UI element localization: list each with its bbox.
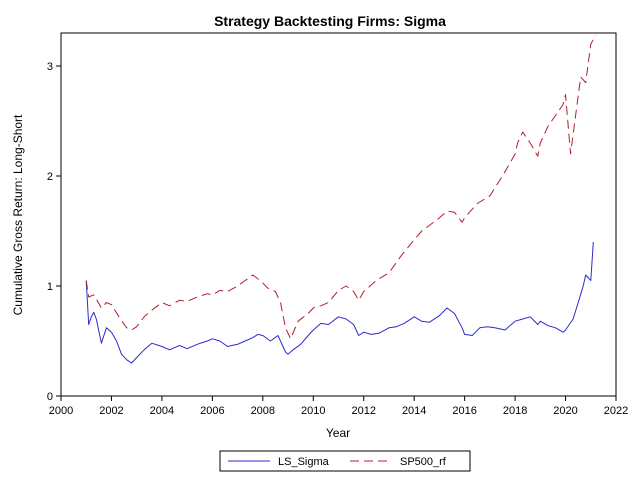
chart-title: Strategy Backtesting Firms: Sigma — [214, 13, 446, 29]
x-tick-label: 2008 — [251, 405, 275, 417]
y-axis: 0 1 2 3 — [47, 61, 61, 403]
x-tick-label: 2004 — [150, 405, 174, 417]
x-tick-label: 2018 — [503, 405, 527, 417]
legend-frame — [219, 450, 471, 472]
series-line-sp500-rf — [85, 34, 597, 340]
x-axis: 2000 2002 2004 2006 2008 2010 2012 2014 2016 2018… — [49, 396, 628, 417]
x-tick-label: 2020 — [553, 405, 577, 417]
x-tick-label: 2002 — [99, 405, 123, 417]
x-tick-label: 2010 — [301, 405, 325, 417]
x-axis-label: Year — [326, 426, 350, 440]
x-tick-label: 2016 — [452, 405, 476, 417]
x-tick-label: 2000 — [49, 405, 73, 417]
x-tick-label: 2014 — [402, 405, 426, 417]
x-tick-label: 2006 — [200, 405, 224, 417]
legend: LS_Sigma SP500_rf — [219, 450, 471, 472]
x-tick-label: 2022 — [604, 405, 628, 417]
y-axis-label: Cumulative Gross Return: Long-Short — [11, 114, 25, 315]
y-tick-label: 3 — [47, 61, 53, 73]
y-tick-label: 0 — [47, 391, 53, 403]
y-tick-label: 1 — [47, 281, 53, 293]
series-line-ls-sigma — [85, 241, 594, 364]
y-tick-label: 2 — [47, 171, 53, 183]
legend-label-sp500-rf: SP500_rf — [400, 456, 447, 468]
series-layer — [85, 34, 597, 364]
legend-label-ls-sigma: LS_Sigma — [278, 456, 330, 468]
plot-frame — [60, 32, 617, 397]
x-tick-label: 2012 — [351, 405, 375, 417]
